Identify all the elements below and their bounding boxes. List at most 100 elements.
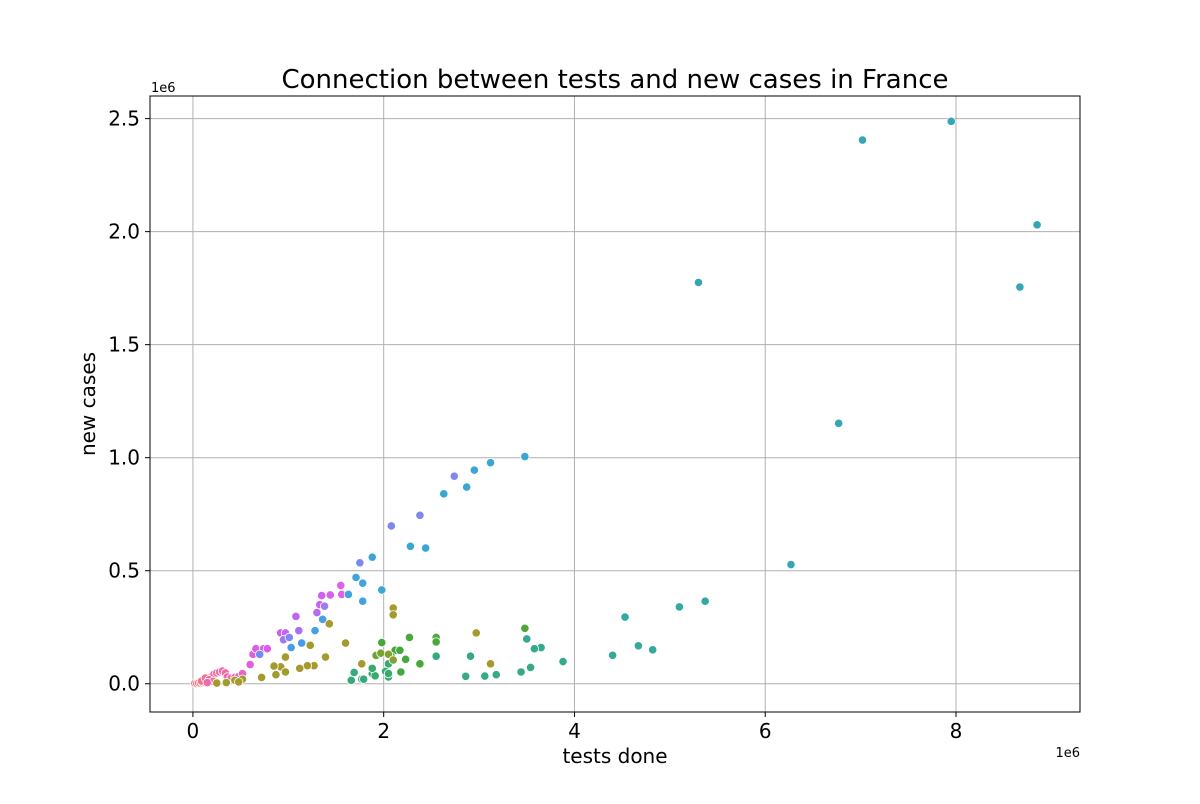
scatter-point [305,640,315,650]
scatter-point [319,601,330,611]
x-tick-label: 2 [377,719,390,743]
y-tick-label: 2.0 [108,220,140,244]
scatter-point [351,572,361,583]
scatter-point [297,638,307,648]
scatter-point [383,668,394,679]
x-offset-label: 1e6 [1055,746,1080,761]
scatter-point [415,659,425,669]
plot-frame [149,95,1081,713]
scatter-point [461,671,471,681]
scatter-point [284,632,294,643]
points-layer [190,116,1042,689]
scatter-point [405,541,415,551]
scatter-point [620,612,630,622]
scatter-point [340,638,351,648]
scatter-point [320,652,331,662]
scatter-point [245,659,255,670]
scatter-point [388,655,398,665]
scatter-point [367,663,377,673]
scatter-point [280,652,291,662]
scatter-point [202,678,212,688]
scatter-point [485,458,496,468]
scatter-point [520,623,530,633]
scatter-point [269,661,279,671]
scatter-point [325,590,335,600]
scatter-point [700,596,710,606]
scatter-point [318,614,328,624]
scatter-point [471,628,481,638]
scatter-point [343,589,353,600]
scatter-point [529,644,540,654]
x-axis-label: tests done [562,744,667,768]
scatter-point [286,642,296,653]
scatter-point [674,602,684,612]
scatter-point [401,654,411,664]
scatter-point [396,667,406,677]
grid-layer [150,96,1080,712]
scatter-point [255,649,265,659]
scatter-point [317,590,327,601]
scatter-point [431,651,441,661]
scatter-point [520,451,530,462]
scatter-point [324,619,334,629]
scatter-point [516,667,526,677]
scatter-point [367,552,377,562]
scatter-point [355,558,365,568]
scatter-point [336,580,346,591]
scatter-point [693,277,704,288]
y-tick-label: 0.5 [108,559,140,583]
scatter-point [346,675,356,685]
scatter-point [295,663,305,673]
scatter-point [946,116,956,126]
scatter-point [449,471,459,481]
x-tick-label: 8 [950,719,963,743]
scatter-point [256,672,267,683]
x-tick-label: 4 [568,719,581,743]
scatter-point [522,634,532,644]
scatter-point [312,607,322,618]
y-tick-label: 1.0 [108,446,140,470]
scatter-point [465,651,476,661]
scatter-point [1032,220,1042,230]
scatter-point [786,560,796,570]
scatter-point [558,656,568,667]
scatter-point [376,648,386,658]
scatter-point [491,670,501,680]
scatter-point [234,677,244,687]
scatter-point [377,638,387,648]
y-tick-label: 0.0 [108,672,140,696]
scatter-point [221,678,231,688]
scatter-point [358,596,368,606]
scatter-point [280,667,291,677]
scatter-point [1015,282,1025,292]
scatter-point [349,667,359,678]
scatter-point [462,482,472,492]
scatter-point [834,418,844,428]
chart-title: Connection between tests and new cases i… [282,65,949,95]
scatter-point [294,626,304,636]
scatter-point [485,659,496,669]
scatter-point [271,670,281,680]
y-offset-label: 1e6 [151,81,176,96]
scatter-point [439,489,449,499]
y-axis-label: new cases [76,352,100,456]
scatter-point [395,645,405,655]
scatter-point [421,543,431,553]
scatter-point [359,674,369,684]
scatter-point [469,465,479,475]
scatter-point [633,641,643,651]
scatter-point [480,671,490,681]
scatter-point [262,644,272,654]
y-tick-label: 2.5 [108,107,140,131]
scatter-point [404,632,415,643]
ticks-layer: 0 2 4 6 8 0.0 0.5 1.0 1.5 2.0 2.5 [108,107,962,743]
scatter-point [857,135,868,145]
scatter-point [415,510,425,520]
scatter-point [357,659,367,669]
scatter-point [388,610,398,620]
scatter-point [302,661,312,671]
scatter-point [291,611,301,621]
scatter-point [608,650,618,660]
